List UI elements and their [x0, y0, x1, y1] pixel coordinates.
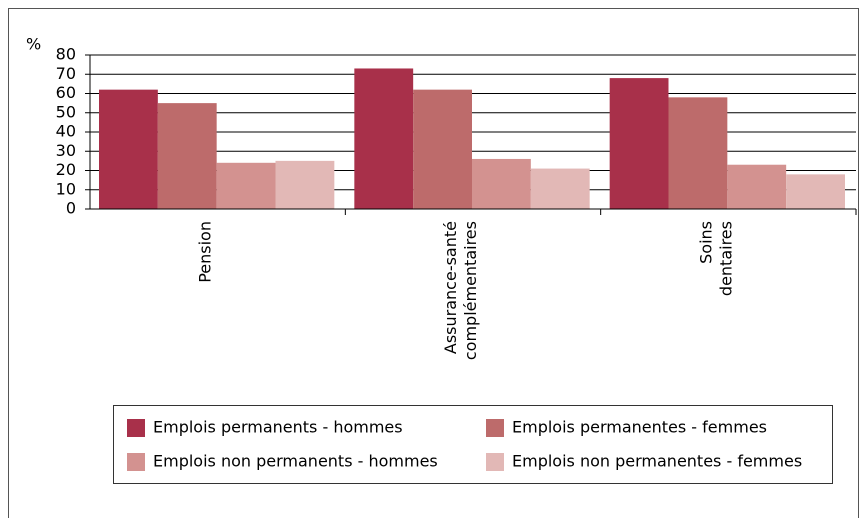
legend-label: Emplois non permanents - hommes [153, 452, 438, 471]
legend-swatch [127, 419, 145, 437]
y-tick-label: 80 [56, 45, 76, 64]
y-tick-label: 30 [56, 141, 76, 160]
y-tick-label: 40 [56, 122, 76, 141]
bar [413, 89, 472, 209]
legend-label: Emplois non permanentes - femmes [512, 452, 802, 471]
legend-box [113, 405, 833, 484]
y-tick-label: 10 [56, 179, 76, 198]
legend-swatch [127, 453, 145, 471]
y-axis-label: % [26, 35, 41, 54]
bar [354, 68, 414, 209]
bar [727, 164, 787, 209]
bar [786, 174, 845, 209]
bar [530, 168, 590, 209]
frame [8, 8, 859, 518]
x-tick-label: Soinsdentaires [696, 221, 735, 296]
x-tick-label: Pension [195, 221, 214, 283]
y-tick-label: 60 [56, 83, 76, 102]
y-tick-label: 50 [56, 102, 76, 121]
legend-swatch [486, 419, 504, 437]
bar [472, 158, 531, 209]
bar [668, 97, 728, 209]
bar [609, 78, 669, 209]
bar [157, 103, 217, 209]
y-tick-label: 70 [56, 64, 76, 83]
x-tick-label: Assurance-santécomplémentaires [441, 221, 480, 360]
y-tick-label: 20 [56, 160, 76, 179]
legend-label: Emplois permanents - hommes [153, 418, 403, 437]
y-tick-label: 0 [66, 199, 76, 218]
legend-label: Emplois permanentes - femmes [512, 418, 767, 437]
bar [275, 160, 335, 209]
bar [216, 162, 276, 209]
legend-swatch [486, 453, 504, 471]
bar [99, 89, 158, 209]
